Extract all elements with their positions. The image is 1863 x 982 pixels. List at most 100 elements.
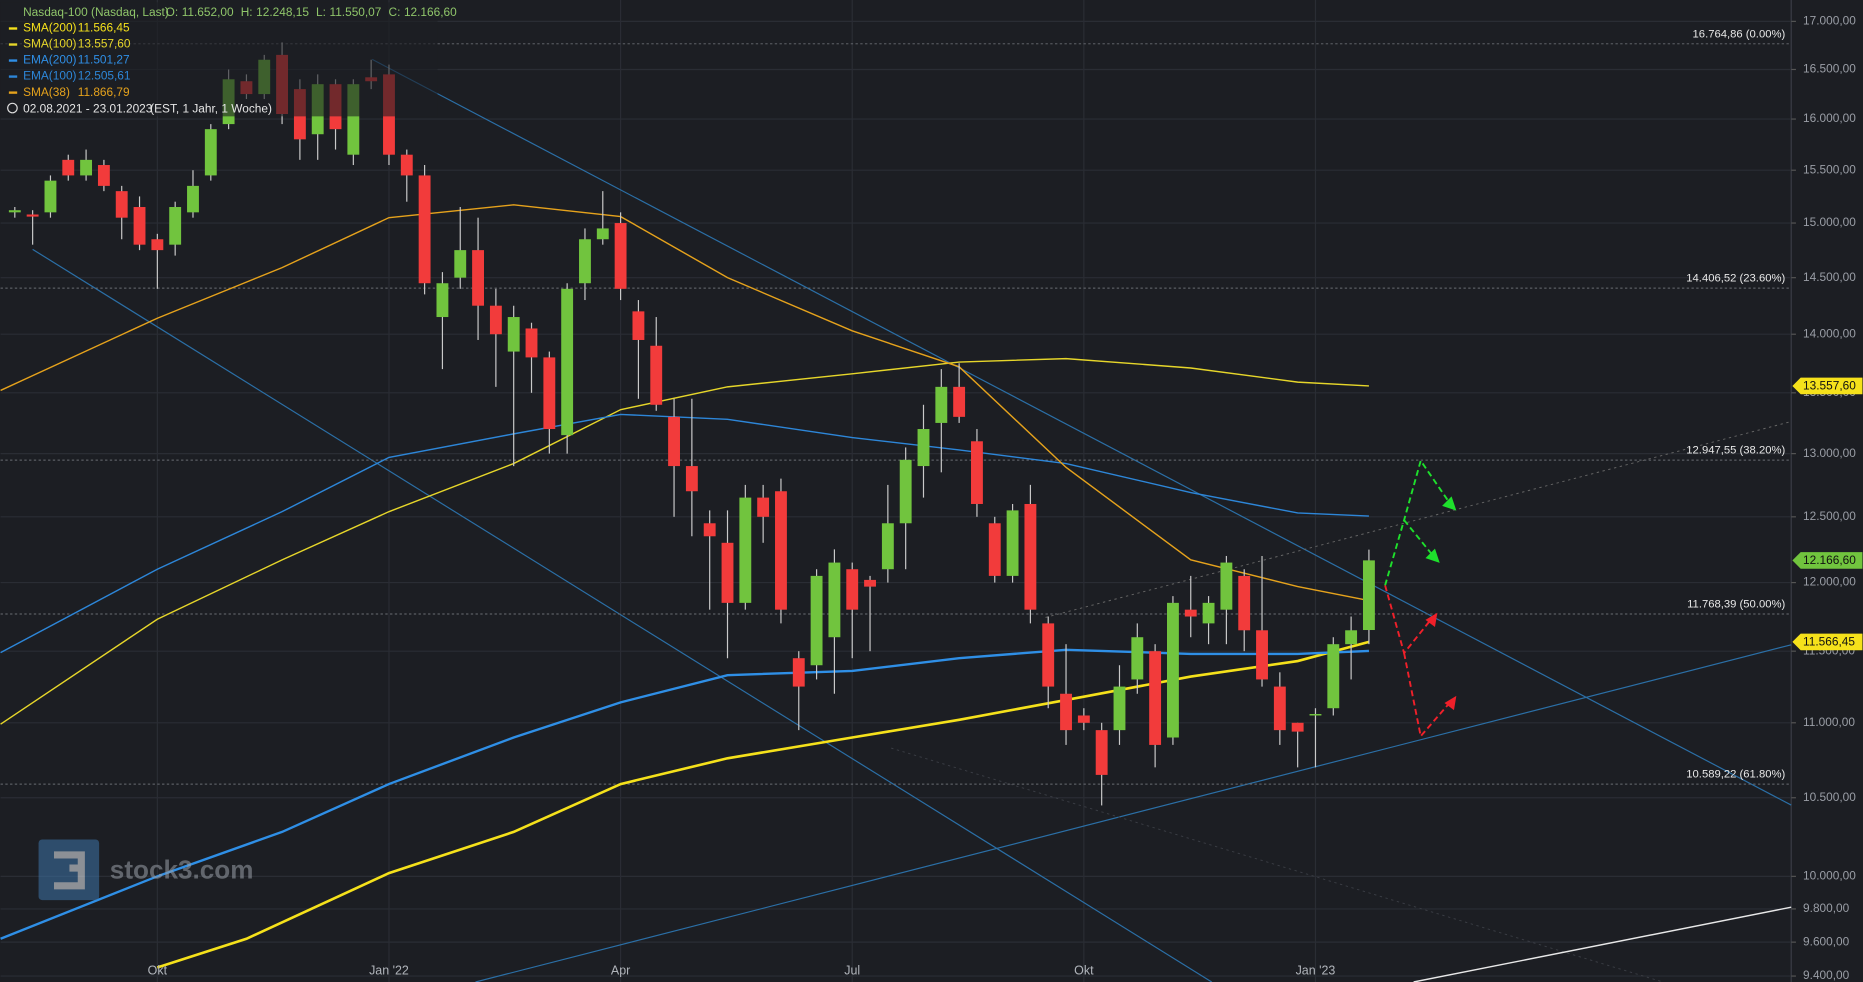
candle-body [650,345,663,405]
candle-body [846,569,859,610]
legend-value: 13.557,60 [78,37,131,51]
candle-body [507,317,520,352]
candle-body [757,497,770,517]
ohlc-label: L: [316,5,326,19]
watermark-text: stock3.com [110,854,254,884]
candle-body [917,429,930,467]
candle-body [525,328,538,358]
candle-body [828,562,841,638]
y-tick-label: 12.000,00 [1803,575,1856,589]
candle-body [703,523,716,537]
trend-line [475,644,1792,982]
indicator-line [0,413,1369,654]
arrow-head [1425,612,1438,627]
candle-body [1166,602,1179,738]
candle-body [347,84,360,155]
trend-line [371,58,1792,806]
trend-lines [32,58,1792,982]
fib-label: 14.406,52 (23.60%) [1686,273,1785,285]
trend-line [1413,906,1792,982]
candle-body [988,523,1001,576]
y-tick-label: 11.000,00 [1803,715,1855,729]
price-tag-label: 13.557,60 [1803,379,1856,393]
y-tick-label: 17.000,00 [1803,14,1856,28]
x-tick-label: Okt [148,964,168,978]
y-tick-label: 16.000,00 [1803,111,1856,125]
fib-label: 11.768,39 (50.00%) [1687,598,1785,610]
candle-body [1238,575,1251,631]
candle-body [418,175,431,284]
date-range: 02.08.2021 - 23.01.2023 [23,101,153,115]
fib-label: 12.947,55 (38.20%) [1686,445,1785,457]
x-tick-label: Apr [611,964,630,978]
candle-body [685,466,698,492]
candle-body [775,491,787,610]
candle-body [810,575,823,666]
ohlc-value: 12.166,60 [404,5,457,19]
candle-body [436,283,449,318]
candle-body [1256,630,1268,680]
x-tick-label: Jan '23 [1296,964,1336,978]
candle-body [400,154,413,176]
ohlc-label: H: [241,5,253,19]
ohlc-value: 12.248,15 [256,5,309,19]
ohlc-label: C: [389,5,401,19]
candle-body [489,305,502,335]
ohlc-value: 11.550,07 [330,5,382,19]
y-tick-label: 13.000,00 [1803,446,1856,460]
x-tick-label: Jul [844,964,860,978]
fib-label: 16.764,86 (0.00%) [1693,28,1786,40]
indicator-line [0,357,1369,725]
candle-body [792,658,805,687]
legend-name: EMA(100) [23,69,76,83]
candle-body [151,239,164,251]
candle-body [1042,623,1055,687]
instrument-title: Nasdaq-100 (Nasdaq, Last) [23,5,169,19]
candle-body [1273,686,1286,731]
candle-body [1309,714,1322,716]
legend-value: 11.866,79 [78,85,130,99]
candle-body [1345,630,1358,645]
indicator-lines [0,204,1370,969]
candle-body [1184,609,1197,617]
y-tick-label: 10.500,00 [1803,790,1856,804]
price-tag-label: 11.566,45 [1803,635,1855,649]
candle-body [204,129,217,176]
price-tag [1792,633,1863,651]
legend: Nasdaq-100 (Nasdaq, Last) 02.08.2021 - 2… [0,2,457,117]
y-tick-label: 16.500,00 [1803,62,1856,76]
y-tick-label: 14.000,00 [1803,326,1856,340]
logo-mark [53,851,85,890]
legend-bg [0,2,438,117]
legend-value: 11.501,27 [78,53,130,67]
candle-body [133,207,146,245]
y-tick-label: 12.500,00 [1803,509,1856,523]
candle-body [1077,715,1090,723]
bear-arrow [1403,652,1453,739]
candle-body [1202,602,1215,624]
candle-body [1131,637,1144,680]
candle-body [614,223,627,289]
bull-arrow [1384,458,1453,586]
candle-body [97,165,110,186]
candle-body [26,214,39,217]
candle-body [668,416,680,467]
candle-body [739,497,752,603]
price-tag [1792,377,1863,395]
legend-value: 11.566,45 [78,21,130,35]
arrow-head [1442,496,1457,511]
legend-value: 12.505,61 [78,69,131,83]
price-tag [1792,552,1863,569]
y-tick-label: 9.600,00 [1803,934,1850,948]
candle-body [1149,651,1162,745]
candle-body [1327,644,1340,709]
candle-body [8,210,21,213]
y-tick-label: 10.000,00 [1803,869,1856,883]
candle-body [899,459,912,524]
period-note: (EST, 1 Jahr, 1 Woche) [150,101,272,115]
candle-body [1291,722,1304,732]
candle-body [44,180,57,213]
